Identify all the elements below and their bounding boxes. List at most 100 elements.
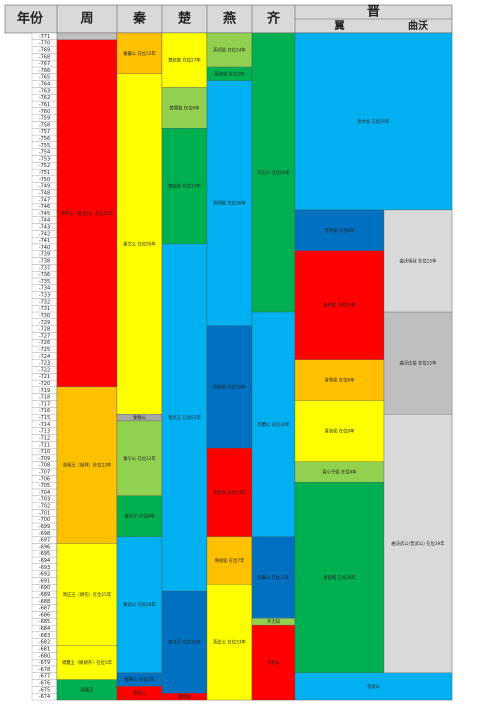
reign-label: 燕桓侯 在位7年 (215, 557, 246, 564)
sub-header: 翼 (334, 20, 345, 32)
year-label: -712 (39, 435, 50, 441)
reign-block (294, 672, 453, 701)
reign-label: 秦静公 (133, 414, 147, 421)
reign-block (116, 495, 163, 537)
year-label: -769 (39, 48, 50, 54)
reign-block (206, 325, 253, 449)
reign-block (294, 359, 385, 401)
year-label: -697 (39, 538, 50, 544)
year-label: -690 (39, 585, 50, 591)
year-label: -704 (39, 490, 50, 496)
year-label: -734 (39, 286, 50, 292)
reign-label: 燕宣侯 在位13年 (213, 489, 246, 496)
reign-block (206, 32, 253, 68)
reign-label: 秦武公 在位20年 (123, 601, 156, 608)
year-label: -700 (39, 517, 50, 523)
year-label: -694 (39, 558, 50, 564)
reign-block (383, 311, 453, 415)
year-label: -749 (39, 184, 50, 190)
reign-label: 秦文公 在位50年 (123, 240, 156, 247)
reign-block (206, 536, 253, 585)
reign-label: 齐无知 (267, 618, 280, 625)
year-label: -679 (39, 660, 50, 666)
reign-label: 周釐王（姬胡齐）在位5年 (62, 659, 113, 666)
reign-block (206, 584, 253, 701)
year-label: -771 (39, 34, 50, 40)
reign-label: 齐庄公 在位64年 (257, 169, 290, 176)
year-label: -754 (39, 150, 50, 156)
year-label: -726 (39, 340, 50, 346)
year-label: -727 (39, 333, 50, 339)
column-header: 周 (80, 12, 93, 27)
year-label: -695 (39, 551, 50, 557)
reign-label: 楚文王 在位15年 (168, 639, 201, 646)
year-label: -739 (39, 252, 50, 258)
year-label: -741 (39, 238, 50, 244)
year-label: -692 (39, 572, 50, 578)
year-label: -735 (39, 279, 50, 285)
year-label: -760 (39, 109, 50, 115)
year-label: -761 (39, 102, 50, 108)
year-label: -683 (39, 633, 50, 639)
year-label: -759 (39, 116, 50, 122)
year-label: -720 (39, 381, 50, 387)
reign-label: 秦襄公 在位12年 (123, 50, 156, 57)
year-label: -703 (39, 497, 50, 503)
year-label: -751 (39, 170, 50, 176)
reign-block (251, 624, 296, 701)
reign-block (294, 250, 385, 360)
reign-label: 晋孝侯 在位16年 (323, 302, 356, 309)
year-label: -682 (39, 640, 50, 646)
reign-block (251, 536, 296, 619)
year-label: -724 (39, 354, 50, 360)
year-label: -684 (39, 626, 50, 632)
year-label: -707 (39, 469, 50, 475)
year-label: -677 (39, 674, 50, 680)
year-label: -733 (39, 293, 50, 299)
reign-label: 晋昭侯 在位6年 (325, 227, 356, 234)
year-label: -725 (39, 347, 50, 353)
year-label: -753 (39, 156, 50, 162)
column-header: 秦 (132, 11, 147, 27)
year-label: -767 (39, 61, 50, 67)
year-header: 年份 (17, 11, 44, 27)
year-label: -737 (39, 265, 50, 271)
year-label: -748 (39, 190, 50, 196)
year-label: -743 (39, 224, 50, 230)
year-label: -691 (39, 578, 50, 584)
year-label: -693 (39, 565, 50, 571)
reign-label: 晋小子侯 在位4年 (322, 468, 357, 475)
reign-block (383, 209, 453, 313)
reign-block (116, 420, 163, 496)
year-label: -758 (39, 122, 50, 128)
reign-label: 楚若敖 在位27年 (168, 57, 201, 64)
column-header: 楚 (178, 11, 192, 27)
year-label: -742 (39, 231, 50, 237)
year-label: -678 (39, 667, 50, 673)
year-label: -728 (39, 327, 50, 333)
reign-block (251, 311, 296, 537)
year-label: -770 (39, 41, 50, 47)
year-label: -705 (39, 483, 50, 489)
reign-label: 楚堵敖 (178, 693, 192, 700)
year-label: -716 (39, 408, 50, 414)
reign-label: 晋侯缗 在位28年 (323, 574, 356, 581)
reign-label: 楚霄敖 在位6年 (170, 104, 201, 111)
sub-header: 曲沃 (408, 19, 428, 32)
reign-label: 晋文侯 在位35年 (357, 118, 390, 125)
year-label: -723 (39, 361, 50, 367)
column-header: 晋 (367, 5, 380, 20)
reign-block (383, 413, 453, 673)
reign-label: 齐釐公 在位33年 (257, 421, 290, 428)
year-label: -675 (39, 687, 50, 693)
reign-block (161, 87, 208, 129)
year-label: -718 (39, 395, 50, 401)
year-label: -747 (39, 197, 50, 203)
reign-label: 楚蚡冒 在位17年 (168, 183, 201, 190)
reign-block (116, 73, 163, 415)
year-label: -710 (39, 449, 50, 455)
year-label: -745 (39, 211, 50, 217)
reign-block (294, 32, 453, 211)
reign-block (116, 536, 163, 673)
